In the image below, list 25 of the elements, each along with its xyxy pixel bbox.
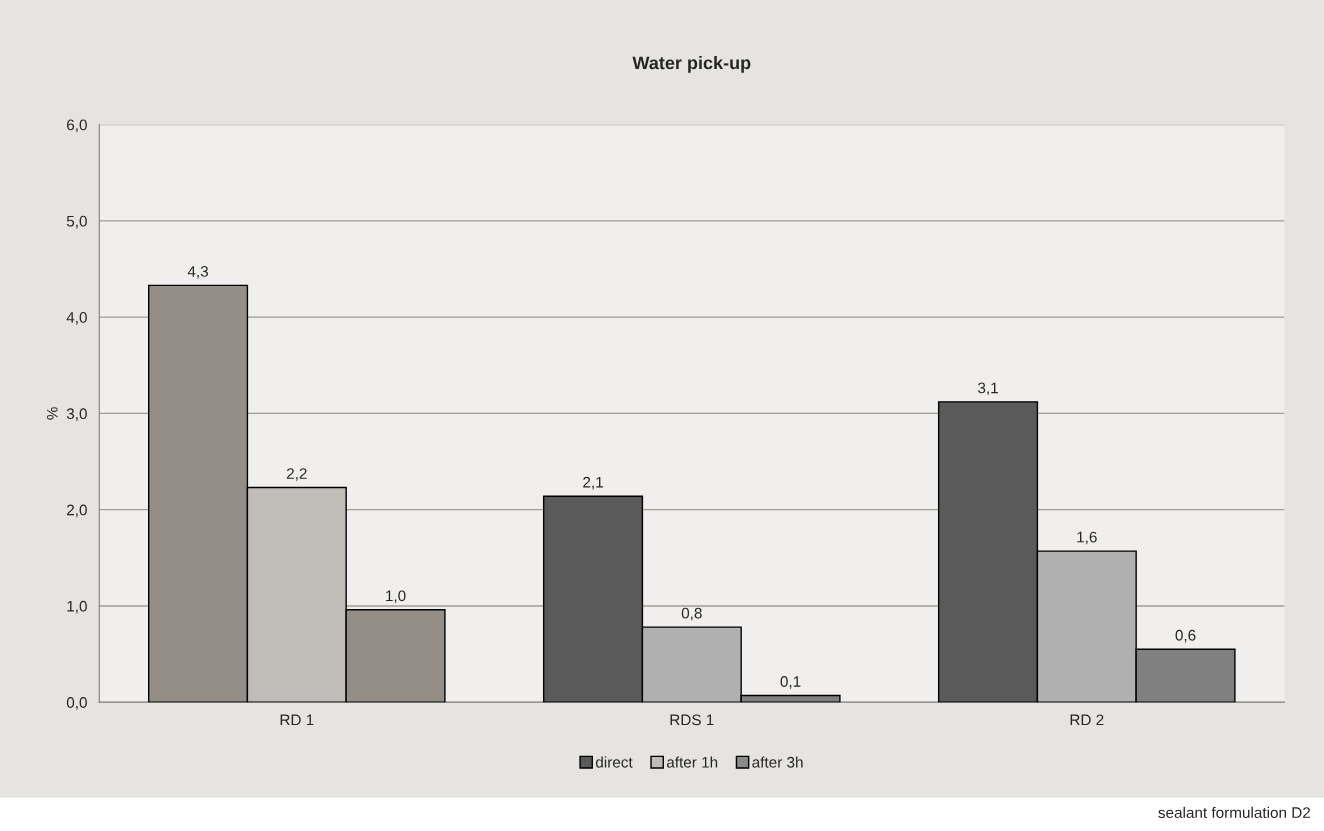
legend-label: after 3h xyxy=(752,756,803,768)
data-label: 0,8 xyxy=(681,607,702,621)
data-label: 2,1 xyxy=(583,476,603,490)
y-tick-label: 4,0 xyxy=(66,312,87,325)
legend-label: after 1h xyxy=(666,756,718,768)
data-label: 4,3 xyxy=(187,266,208,279)
y-tick-label: 2,0 xyxy=(67,504,87,518)
legend-label: direct xyxy=(595,756,633,768)
data-label: 2,2 xyxy=(286,468,307,481)
data-label: 0,1 xyxy=(780,676,801,689)
y-tick-label: 0,0 xyxy=(66,697,87,710)
y-tick-label: 3,0 xyxy=(66,408,87,421)
chart-title: Water pick-up xyxy=(632,56,751,73)
y-axis-title: % xyxy=(46,407,58,420)
y-tick-label: 6,0 xyxy=(67,119,87,133)
data-label: 1,6 xyxy=(1077,531,1097,545)
data-label: 1,0 xyxy=(386,590,406,604)
x-tick-label: RD 1 xyxy=(280,714,314,726)
y-tick-label: 1,0 xyxy=(67,600,87,614)
y-tick-label: 5,0 xyxy=(66,215,87,229)
x-tick-label: RDS 1 xyxy=(670,714,714,726)
text: sealant formulation D2 xyxy=(1158,806,1310,819)
data-label: 0,6 xyxy=(1175,629,1196,643)
x-tick-label: RD 2 xyxy=(1070,714,1104,726)
data-label: 3,1 xyxy=(978,382,998,396)
